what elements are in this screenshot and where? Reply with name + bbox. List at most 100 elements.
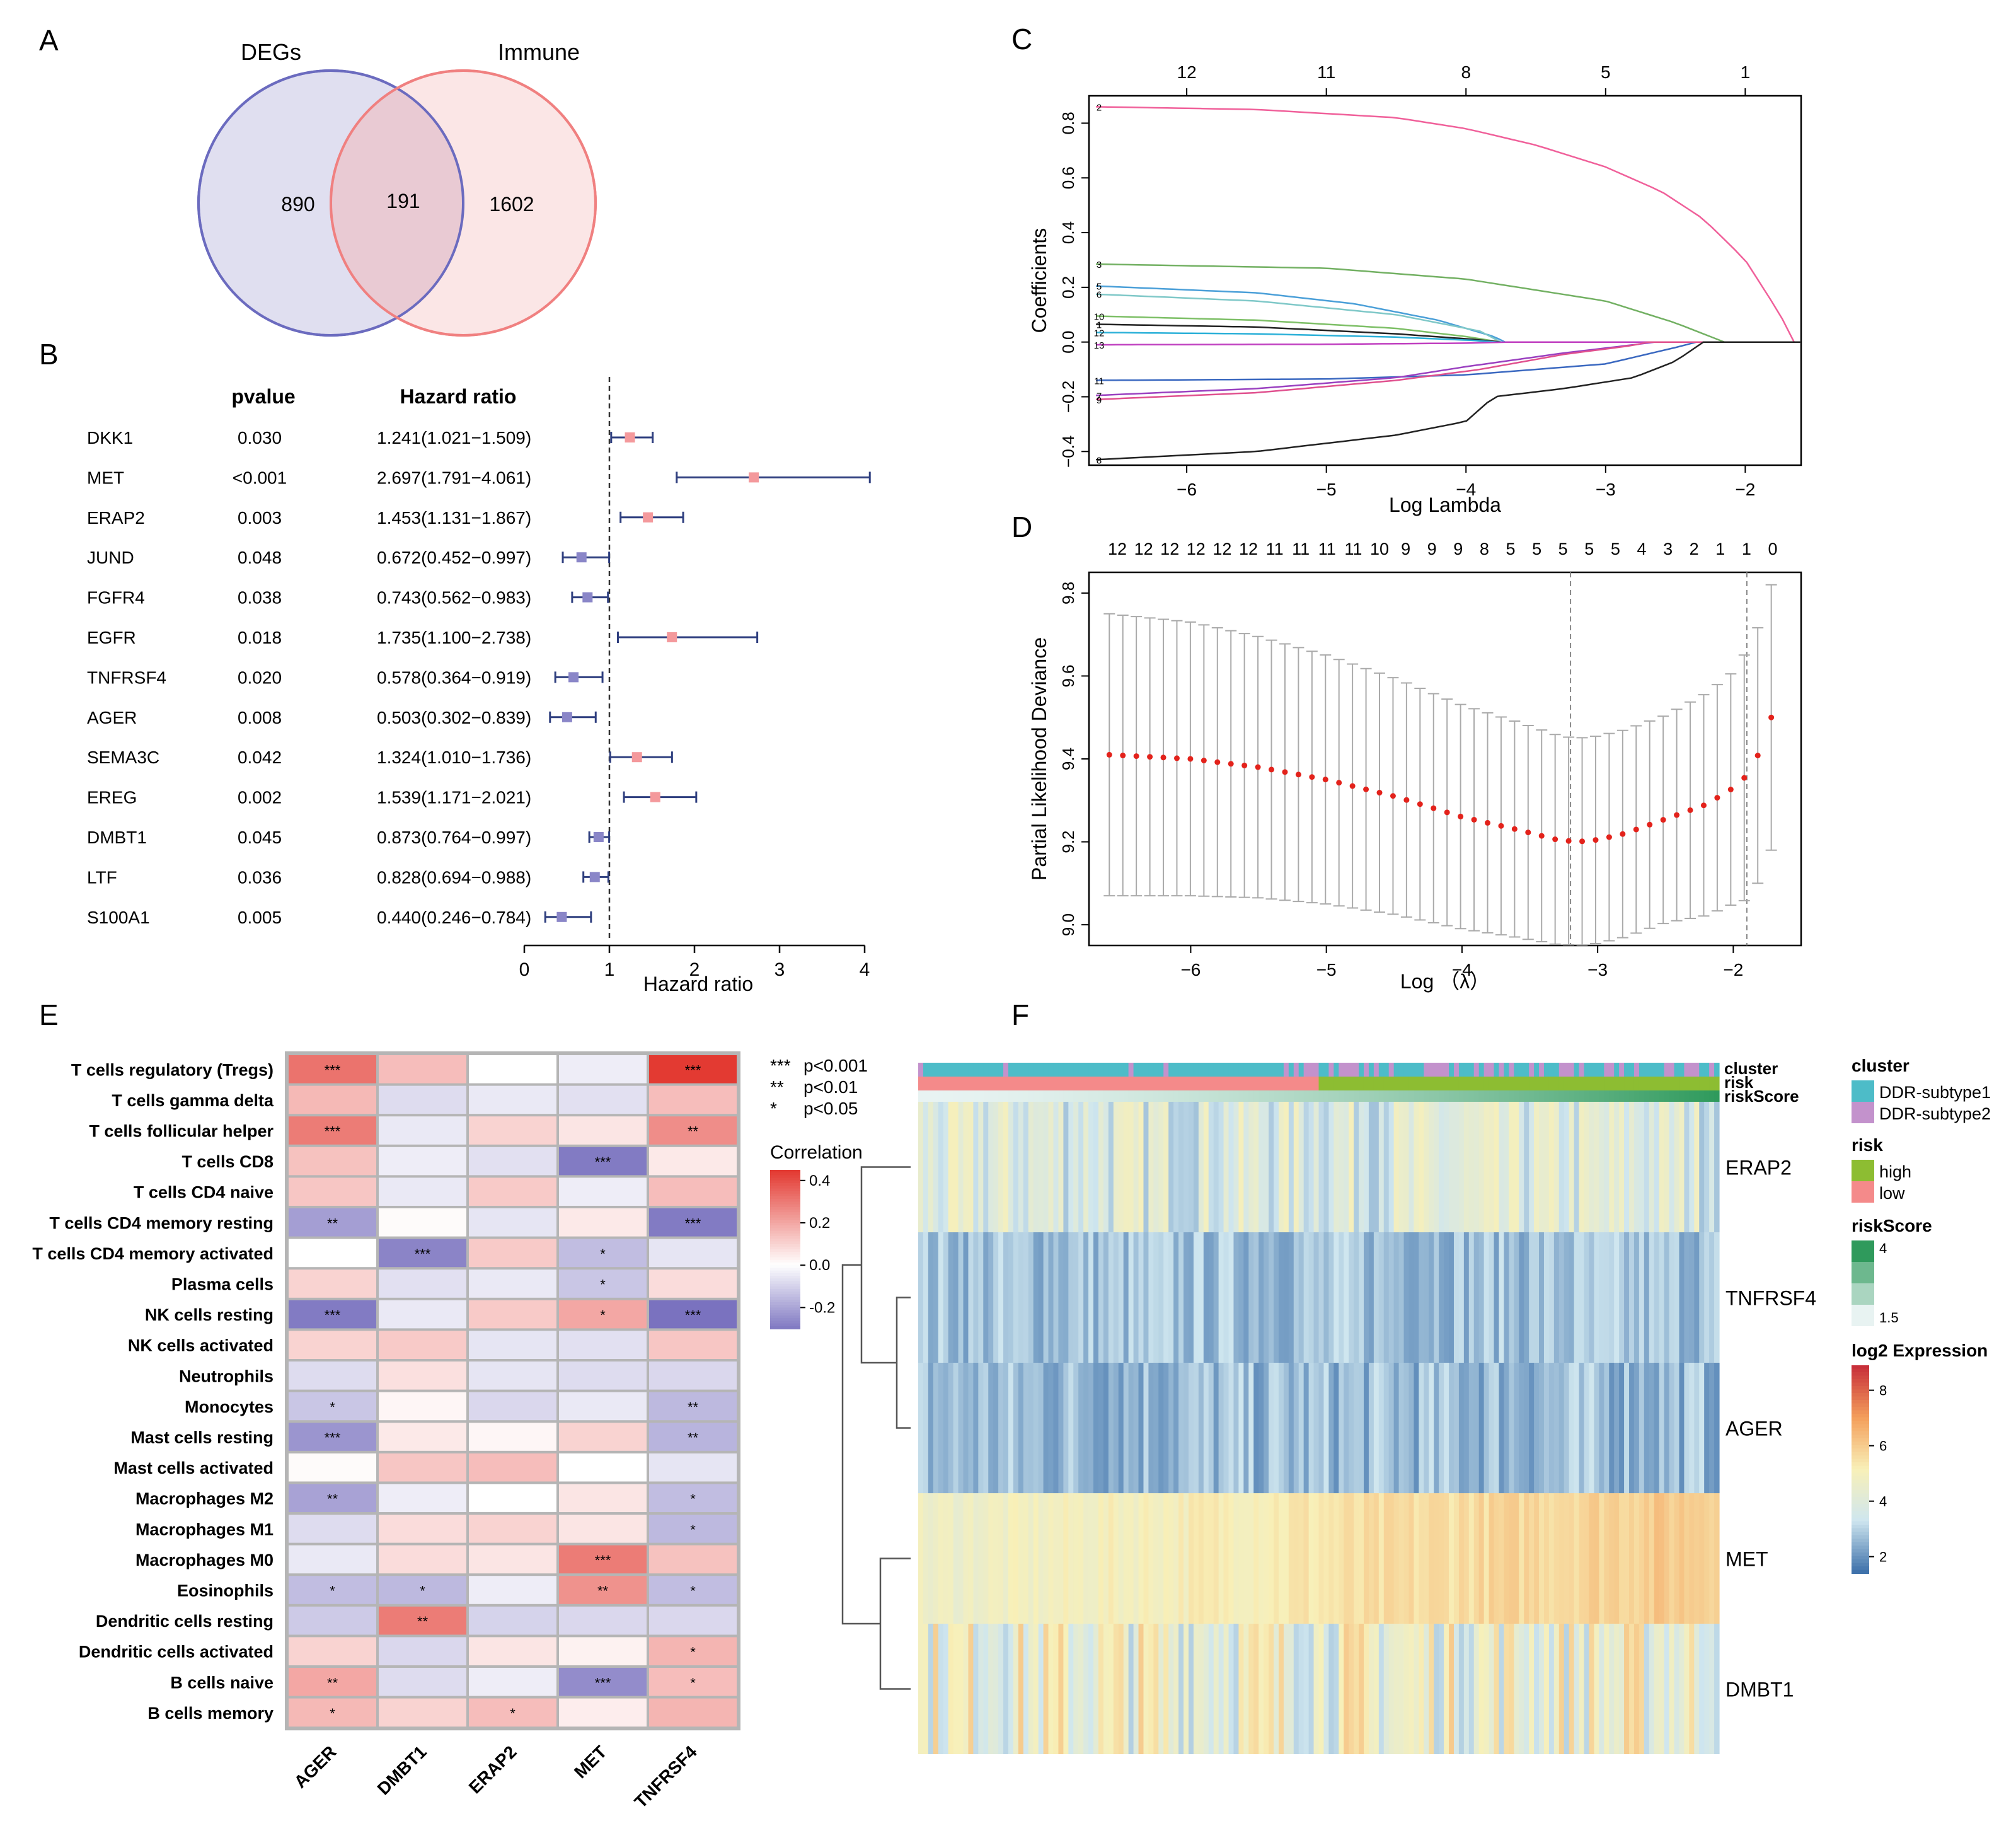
expression-cell [1684, 1232, 1690, 1363]
expression-cell [1193, 1102, 1199, 1232]
corr-colorbar-segment [770, 1283, 800, 1287]
corr-cell [559, 1545, 647, 1574]
annotation-cluster-cell [1504, 1063, 1509, 1077]
expression-cell [1198, 1232, 1204, 1363]
expression-cell [1228, 1493, 1235, 1624]
annotation-cluster-cell [1339, 1063, 1344, 1077]
corr-colorbar-segment [770, 1193, 800, 1197]
forest-point [582, 592, 593, 603]
annotation-cluster-cell [943, 1063, 949, 1077]
annotation-riskscore-cell [1113, 1090, 1119, 1102]
expression-cell [1639, 1102, 1645, 1232]
annotation-cluster-cell [1248, 1063, 1254, 1077]
expression-cell [1053, 1493, 1059, 1624]
expression-cell [1028, 1493, 1034, 1624]
expression-cell [1248, 1624, 1254, 1754]
expression-cell [1478, 1232, 1485, 1363]
expression-cell [1153, 1363, 1159, 1493]
cv-top-label: 9 [1427, 540, 1437, 558]
lasso-x-tick-label: −6 [1177, 480, 1197, 499]
corr-colorbar-segment [770, 1220, 800, 1223]
annotation-risk-cell [1323, 1077, 1329, 1090]
expression-cell [1098, 1102, 1104, 1232]
expression-cell [1063, 1493, 1069, 1624]
panel-label-e: E [39, 998, 59, 1031]
expression-cell [948, 1232, 954, 1363]
forest-pvalue: 0.045 [238, 828, 282, 847]
expression-cell [1499, 1363, 1505, 1493]
lasso-path-9 [1096, 341, 1801, 401]
cv-top-label: 12 [1187, 540, 1206, 558]
annotation-risk-cell [1368, 1077, 1374, 1090]
expression-cell [1633, 1102, 1640, 1232]
annotation-riskscore-cell [1103, 1090, 1109, 1102]
expression-cell [983, 1624, 989, 1754]
annotation-cluster-cell [1363, 1063, 1369, 1077]
legend-expression-segment [1852, 1393, 1869, 1397]
corr-row-label: B cells naive [170, 1673, 274, 1692]
annotation-risk-cell [1644, 1077, 1650, 1090]
expression-cell [1689, 1363, 1695, 1493]
expression-cell [1073, 1493, 1079, 1624]
annotation-cluster-cell [1264, 1063, 1269, 1077]
expression-cell [1048, 1102, 1054, 1232]
annotation-cluster-cell [988, 1063, 994, 1077]
expression-cell [1103, 1624, 1109, 1754]
forest-pvalue: 0.020 [238, 668, 282, 687]
annotation-risk-cell [1639, 1077, 1645, 1090]
expression-cell [1048, 1624, 1054, 1754]
expression-cell [1594, 1493, 1599, 1624]
annotation-cluster-cell [1403, 1063, 1410, 1077]
expression-cell [1499, 1102, 1505, 1232]
annotation-riskscore-cell [1553, 1090, 1560, 1102]
expression-cell [1408, 1493, 1415, 1624]
corr-cell [559, 1269, 647, 1298]
forest-pvalue: <0.001 [233, 468, 287, 487]
expression-cell [1318, 1363, 1325, 1493]
expression-cell [1163, 1102, 1169, 1232]
annotation-riskscore-cell [1158, 1090, 1164, 1102]
corr-cell [289, 1392, 376, 1421]
expression-cell [1133, 1363, 1139, 1493]
annotation-cluster-cell [1463, 1063, 1470, 1077]
corr-significance: ** [417, 1614, 429, 1629]
expression-cell [953, 1232, 959, 1363]
expression-cell [1604, 1624, 1610, 1754]
expression-cell [1048, 1363, 1054, 1493]
corr-cell [469, 1300, 556, 1329]
expression-cell [1318, 1493, 1325, 1624]
annotation-risk-cell [1113, 1077, 1119, 1090]
corr-colorbar-segment [770, 1236, 800, 1240]
annotation-cluster-cell [1184, 1063, 1189, 1077]
annotation-risk-cell [1599, 1077, 1604, 1090]
annotation-riskscore-cell [1228, 1090, 1235, 1102]
corr-colorbar-segment [770, 1212, 800, 1216]
annotation-risk-cell [1184, 1077, 1189, 1090]
annotation-risk-cell [1444, 1077, 1449, 1090]
venn-count-degs-only: 890 [281, 193, 314, 216]
annotation-cluster-cell [1328, 1063, 1334, 1077]
annotation-cluster-cell [1178, 1063, 1184, 1077]
expression-cell [1013, 1493, 1019, 1624]
expression-cell [1098, 1363, 1104, 1493]
corr-colorbar-segment [770, 1297, 800, 1300]
expression-cell [1679, 1363, 1685, 1493]
expression-cell [1684, 1363, 1690, 1493]
corr-colorbar-segment [770, 1225, 800, 1229]
annotation-cluster-cell [1509, 1063, 1514, 1077]
expression-cell [1453, 1232, 1460, 1363]
corr-cell [289, 1606, 376, 1635]
expression-cell [1558, 1102, 1565, 1232]
expression-cell [1093, 1232, 1099, 1363]
expression-cell [938, 1232, 944, 1363]
cv-point [1173, 755, 1180, 761]
corr-cell [289, 1668, 376, 1696]
cv-point [1133, 753, 1139, 760]
annotation-cluster-cell [1118, 1063, 1124, 1077]
expression-cell [1023, 1232, 1029, 1363]
expression-cell [1504, 1624, 1509, 1754]
corr-colorbar-segment [770, 1310, 800, 1314]
expression-cell [1313, 1624, 1320, 1754]
corr-cell [379, 1208, 466, 1237]
expression-cell [1108, 1102, 1114, 1232]
